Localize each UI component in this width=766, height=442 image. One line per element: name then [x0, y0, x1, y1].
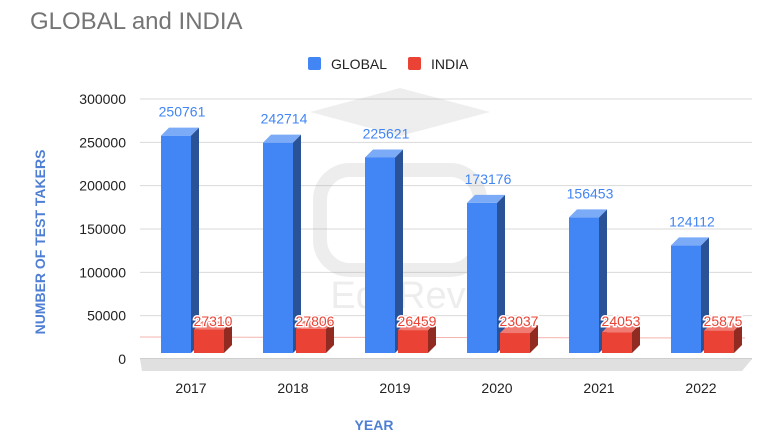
bar-india-2018	[296, 320, 334, 353]
x-axis-title: YEAR	[355, 417, 394, 433]
bar-india-2017	[194, 321, 232, 353]
data-label-global-2021: 156453	[567, 185, 614, 201]
data-label-global-2022: 124112	[669, 213, 715, 229]
bar-side	[191, 127, 199, 353]
bar-side	[326, 320, 334, 353]
data-label-india-2020: 23037	[500, 313, 539, 329]
bar-top	[671, 237, 709, 246]
bar-side	[293, 134, 301, 353]
x-tick-label: 2019	[379, 380, 410, 396]
bar-front	[569, 217, 599, 353]
x-tick-label: 2021	[583, 380, 614, 396]
bar-top	[161, 127, 199, 136]
bar-top	[602, 324, 640, 333]
x-axis-ticks: 2017 2018 2019 2020 2021 2022	[175, 380, 716, 396]
data-label-global-2018: 242714	[261, 111, 308, 127]
bar-front	[704, 330, 734, 353]
x-tick-label: 2022	[685, 380, 716, 396]
bar-india-2019	[398, 322, 436, 353]
legend-swatch-global	[308, 57, 321, 70]
bar-side	[632, 324, 640, 353]
floor-shadow	[140, 359, 752, 371]
bar-front	[194, 329, 224, 353]
bar-global-2022	[671, 237, 709, 353]
data-label-global-2019: 225621	[363, 125, 410, 141]
bar-front	[398, 330, 428, 353]
graduation-cap-icon	[310, 88, 490, 136]
bar-india-2022	[704, 322, 742, 353]
bar-side	[224, 321, 232, 353]
x-tick-label: 2018	[277, 380, 308, 396]
data-label-india-2021: 24053	[602, 313, 641, 329]
y-axis-title: NUMBER OF TEST TAKERS	[32, 150, 48, 335]
chart-title: GLOBAL and INDIA	[30, 8, 243, 35]
data-label-global-2020: 173176	[465, 171, 512, 187]
legend-swatch-india	[408, 57, 421, 70]
bar-front	[467, 202, 497, 353]
bar-front	[671, 245, 701, 353]
bar-india-2020	[500, 325, 538, 353]
bar-top	[263, 134, 301, 143]
bar-top	[704, 322, 742, 331]
bar-global-2019	[365, 149, 403, 353]
bar-side	[497, 194, 505, 353]
bar-top	[296, 320, 334, 329]
y-tick-label: 200000	[79, 178, 126, 194]
y-tick-label: 50000	[87, 308, 126, 324]
bar-side	[530, 325, 538, 353]
x-tick-label: 2020	[481, 380, 512, 396]
bar-india-2021	[602, 324, 640, 353]
data-label-india-2022: 25875	[704, 313, 743, 329]
y-tick-label: 100000	[79, 264, 126, 280]
chart-floor	[139, 336, 752, 371]
x-tick-label: 2017	[175, 380, 206, 396]
legend: GLOBAL INDIA	[308, 56, 469, 72]
bar-global-2018	[263, 134, 301, 353]
bar-side	[395, 149, 403, 353]
data-label-india-2019: 26459	[398, 313, 437, 329]
legend-label-india: INDIA	[431, 56, 469, 72]
bar-global-2020	[467, 194, 505, 353]
y-tick-label: 0	[118, 351, 126, 367]
y-tick-label: 250000	[79, 134, 126, 150]
data-label-india-2017: 27310	[194, 313, 233, 329]
bar-front	[161, 135, 191, 353]
bar-global-2017	[161, 127, 199, 353]
bar-front	[365, 157, 395, 353]
bar-global-2021	[569, 209, 607, 353]
bar-side	[701, 237, 709, 353]
bar-top	[194, 321, 232, 330]
bar-top	[365, 149, 403, 158]
bar-front	[602, 332, 632, 353]
bar-front	[296, 328, 326, 353]
bar-top	[500, 325, 538, 334]
bar-front	[263, 142, 293, 353]
data-label-india-2018: 27806	[296, 313, 335, 329]
data-labels: 250761 27310 242714 27806 225621 26459 173176 2…	[159, 104, 745, 331]
india-reference-line	[139, 336, 746, 339]
y-tick-label: 150000	[79, 221, 126, 237]
bar-front	[500, 333, 530, 353]
data-label-global-2017: 250761	[159, 104, 206, 120]
legend-label-global: GLOBAL	[331, 56, 387, 72]
bar-top	[467, 194, 505, 203]
bar-series	[161, 127, 742, 353]
y-axis-ticks: 0 50000 100000 150000 200000 250000 300000	[79, 91, 126, 367]
bar-side	[734, 322, 742, 353]
bar-side	[599, 209, 607, 353]
bar-side	[428, 322, 436, 353]
y-tick-label: 300000	[79, 91, 126, 107]
bar-top	[398, 322, 436, 331]
bar-top	[569, 209, 607, 218]
